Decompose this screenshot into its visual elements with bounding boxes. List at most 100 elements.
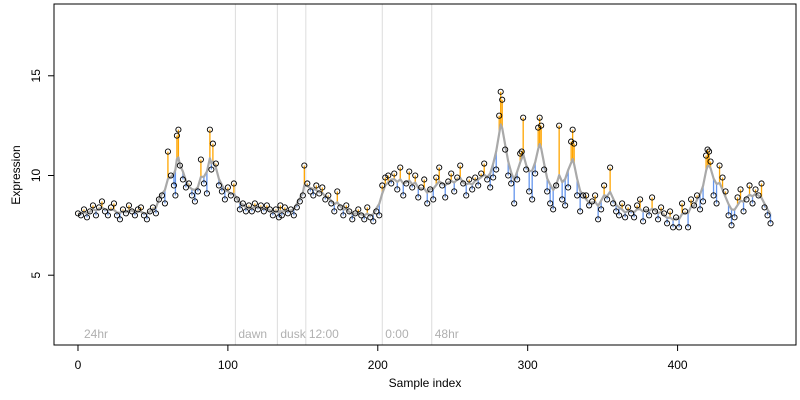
data-point xyxy=(559,196,566,203)
data-point xyxy=(254,206,261,213)
data-point xyxy=(269,212,276,219)
data-point xyxy=(173,132,180,139)
data-point xyxy=(406,168,413,175)
data-point xyxy=(556,122,563,129)
data-point xyxy=(128,208,135,215)
x-tick-label: 200 xyxy=(368,358,388,372)
data-point xyxy=(490,174,497,181)
data-point xyxy=(197,156,204,163)
x-axis: 0 100 200 300 400 xyxy=(75,345,688,372)
data-point xyxy=(755,192,762,199)
data-point xyxy=(433,174,440,181)
data-point xyxy=(400,192,407,199)
data-point xyxy=(278,212,285,219)
data-point xyxy=(257,202,264,209)
data-point xyxy=(445,178,452,185)
data-point xyxy=(670,224,677,231)
data-point xyxy=(349,216,356,223)
data-point xyxy=(313,182,320,189)
data-point xyxy=(646,212,653,219)
data-point xyxy=(394,186,401,193)
data-point xyxy=(86,208,94,215)
data-point xyxy=(427,186,434,193)
data-point xyxy=(703,152,710,159)
data-point xyxy=(725,212,732,219)
data-point xyxy=(409,184,416,191)
data-point xyxy=(152,210,159,217)
data-point xyxy=(493,166,500,173)
data-point xyxy=(272,206,279,213)
data-point xyxy=(569,126,576,133)
y-axis-title: Expression xyxy=(9,145,23,204)
data-point xyxy=(442,194,449,201)
data-point xyxy=(749,200,756,207)
data-point xyxy=(649,194,656,201)
data-point xyxy=(355,206,362,213)
data-point xyxy=(535,124,542,131)
data-point xyxy=(346,208,353,215)
data-point xyxy=(436,164,443,171)
data-point xyxy=(598,206,605,213)
data-point xyxy=(104,212,112,219)
data-point xyxy=(275,214,282,221)
data-point xyxy=(140,212,147,219)
data-point xyxy=(110,200,118,207)
data-point xyxy=(691,202,698,209)
data-point xyxy=(728,222,735,229)
data-point xyxy=(655,216,662,223)
data-point xyxy=(134,206,141,213)
data-point xyxy=(230,180,237,187)
data-point xyxy=(245,202,252,209)
data-point xyxy=(263,202,270,209)
data-point xyxy=(113,212,121,219)
data-point xyxy=(382,174,389,181)
data-point xyxy=(707,158,714,165)
data-point xyxy=(679,200,686,207)
data-point xyxy=(325,192,332,199)
data-point xyxy=(293,204,300,211)
data-point xyxy=(287,206,294,213)
data-point xyxy=(589,198,596,205)
data-point xyxy=(143,216,150,223)
data-point xyxy=(299,192,306,199)
data-point xyxy=(116,216,124,223)
data-point xyxy=(167,172,174,179)
data-point xyxy=(322,196,329,203)
data-point xyxy=(547,200,554,207)
data-point xyxy=(544,188,551,195)
data-point xyxy=(761,204,768,211)
segment-label: 12:00 xyxy=(309,327,339,341)
x-tick-label: 400 xyxy=(668,358,688,372)
x-tick-label: 0 xyxy=(75,358,82,372)
data-point xyxy=(227,192,234,199)
data-point xyxy=(364,204,371,211)
data-point xyxy=(743,196,750,203)
y-axis: 5 10 15 xyxy=(29,69,54,279)
data-point xyxy=(595,216,602,223)
segment-label: 0:00 xyxy=(385,327,409,341)
data-point xyxy=(158,192,165,199)
data-point xyxy=(580,192,587,199)
data-point xyxy=(497,88,504,95)
data-point xyxy=(304,180,311,187)
data-point xyxy=(487,184,494,191)
data-point xyxy=(379,182,386,189)
data-point xyxy=(502,146,509,153)
fitted-curve-group xyxy=(78,123,772,221)
data-point xyxy=(307,188,314,195)
data-point xyxy=(281,204,288,211)
data-point xyxy=(125,202,132,209)
data-point xyxy=(191,198,198,205)
data-point xyxy=(206,126,213,133)
data-point xyxy=(592,192,599,199)
data-point xyxy=(667,208,674,215)
data-point xyxy=(478,170,485,177)
data-point xyxy=(208,166,215,173)
data-point xyxy=(92,212,100,219)
data-point xyxy=(505,172,512,179)
data-point xyxy=(260,208,267,215)
x-tick-label: 300 xyxy=(518,358,538,372)
data-point xyxy=(155,196,162,203)
data-point xyxy=(616,212,623,219)
data-point xyxy=(212,160,219,167)
